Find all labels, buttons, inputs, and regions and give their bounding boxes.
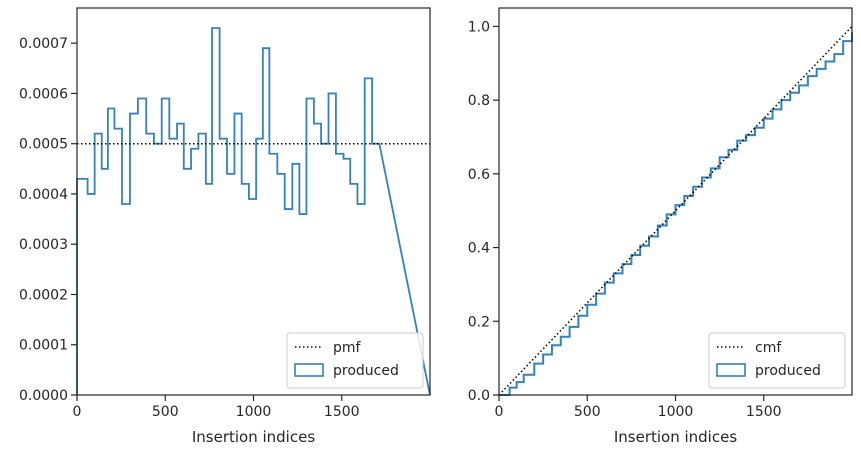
x-tick-label: 0 (495, 404, 504, 420)
produced-cumulative-step (499, 31, 853, 396)
y-tick-label: 0.8 (468, 93, 490, 109)
legend-label-produced: produced (755, 363, 821, 379)
x-axis-label: Insertion indices (614, 428, 737, 446)
y-tick-label: 0.0000 (19, 388, 68, 404)
y-tick-label: 0.0001 (19, 338, 68, 354)
x-tick-label: 1000 (236, 404, 272, 420)
x-tick-label: 1500 (324, 404, 360, 420)
y-tick-label: 0.0003 (19, 237, 68, 253)
legend: pmf produced (286, 332, 424, 389)
produced-histogram-step (76, 27, 431, 396)
legend-label-reference: pmf (333, 340, 362, 356)
legend-produced-swatch (716, 363, 746, 377)
y-tick-label: 0.0007 (19, 36, 68, 52)
x-tick-label: 500 (574, 404, 601, 420)
y-tick-label: 1.0 (468, 19, 490, 35)
left-chart: 0 500 1000 1500 0.0000 0.0001 0.0002 0.0003 0.00… (19, 7, 431, 446)
x-tick-label: 1500 (746, 404, 782, 420)
y-tick-label: 0.2 (468, 314, 490, 330)
cmf-reference-line (498, 25, 853, 396)
legend-box (286, 332, 424, 389)
legend-box (708, 332, 846, 389)
x-tick-label: 0 (73, 404, 82, 420)
right-chart: 0 500 1000 1500 0.0 0.2 0.4 0.6 0.8 1.0 Insertion … (468, 7, 853, 446)
y-tick-label: 0.6 (468, 167, 490, 183)
y-tick-label: 0.4 (468, 241, 490, 257)
y-tick-label: 0.0002 (19, 287, 68, 303)
legend-label-produced: produced (333, 363, 399, 379)
y-tick-label: 0.0 (468, 388, 490, 404)
x-tick-label: 500 (152, 404, 179, 420)
y-tick-label: 0.0005 (19, 137, 68, 153)
legend-produced-swatch (294, 363, 324, 377)
y-tick-label: 0.0004 (19, 187, 68, 203)
legend-label-reference: cmf (755, 340, 782, 356)
y-tick-label: 0.0006 (19, 86, 68, 102)
legend: cmf produced (708, 332, 846, 389)
x-tick-label: 1000 (658, 404, 694, 420)
x-axis-label: Insertion indices (192, 428, 315, 446)
